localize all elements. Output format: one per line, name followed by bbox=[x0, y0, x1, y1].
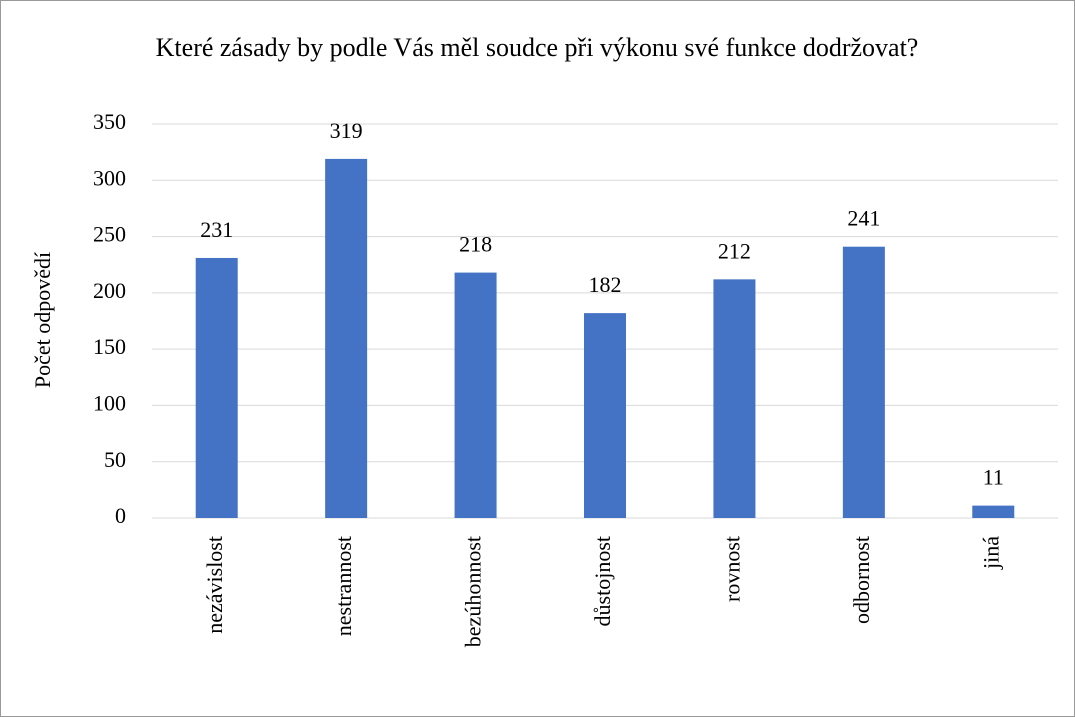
y-tick-label: 250 bbox=[93, 222, 126, 247]
data-label: 218 bbox=[459, 232, 492, 257]
x-tick-label: důstojnost bbox=[590, 536, 615, 626]
bar bbox=[454, 272, 497, 518]
y-axis-label: Počet odpovědí bbox=[30, 252, 55, 388]
y-tick-label: 200 bbox=[93, 278, 126, 303]
bar bbox=[842, 246, 885, 518]
x-tick-label: bezúhonnost bbox=[461, 536, 486, 647]
bar bbox=[972, 505, 1015, 518]
bar bbox=[584, 313, 626, 518]
x-tick-label: jiná bbox=[978, 536, 1003, 570]
y-tick-label: 100 bbox=[93, 390, 126, 415]
y-tick-label: 0 bbox=[115, 503, 126, 528]
data-label: 11 bbox=[983, 465, 1004, 490]
data-label: 241 bbox=[847, 206, 880, 231]
x-tick-label: nestrannost bbox=[331, 536, 356, 636]
data-label: 319 bbox=[330, 118, 363, 143]
chart-title: Které zásady by podle Vás měl soudce při… bbox=[155, 33, 919, 62]
x-tick-label: rovnost bbox=[719, 536, 744, 602]
data-label: 212 bbox=[718, 238, 751, 263]
y-tick-label: 300 bbox=[93, 165, 126, 190]
data-label: 231 bbox=[200, 217, 233, 242]
bar bbox=[325, 158, 368, 518]
y-tick-label: 350 bbox=[93, 109, 126, 134]
x-tick-label: odbornost bbox=[849, 536, 874, 624]
bar bbox=[195, 257, 238, 518]
x-tick-label: nezávislost bbox=[202, 536, 227, 634]
y-tick-label: 150 bbox=[93, 334, 126, 359]
y-tick-label: 50 bbox=[104, 447, 126, 472]
bar bbox=[713, 279, 756, 518]
data-label: 182 bbox=[589, 272, 622, 297]
